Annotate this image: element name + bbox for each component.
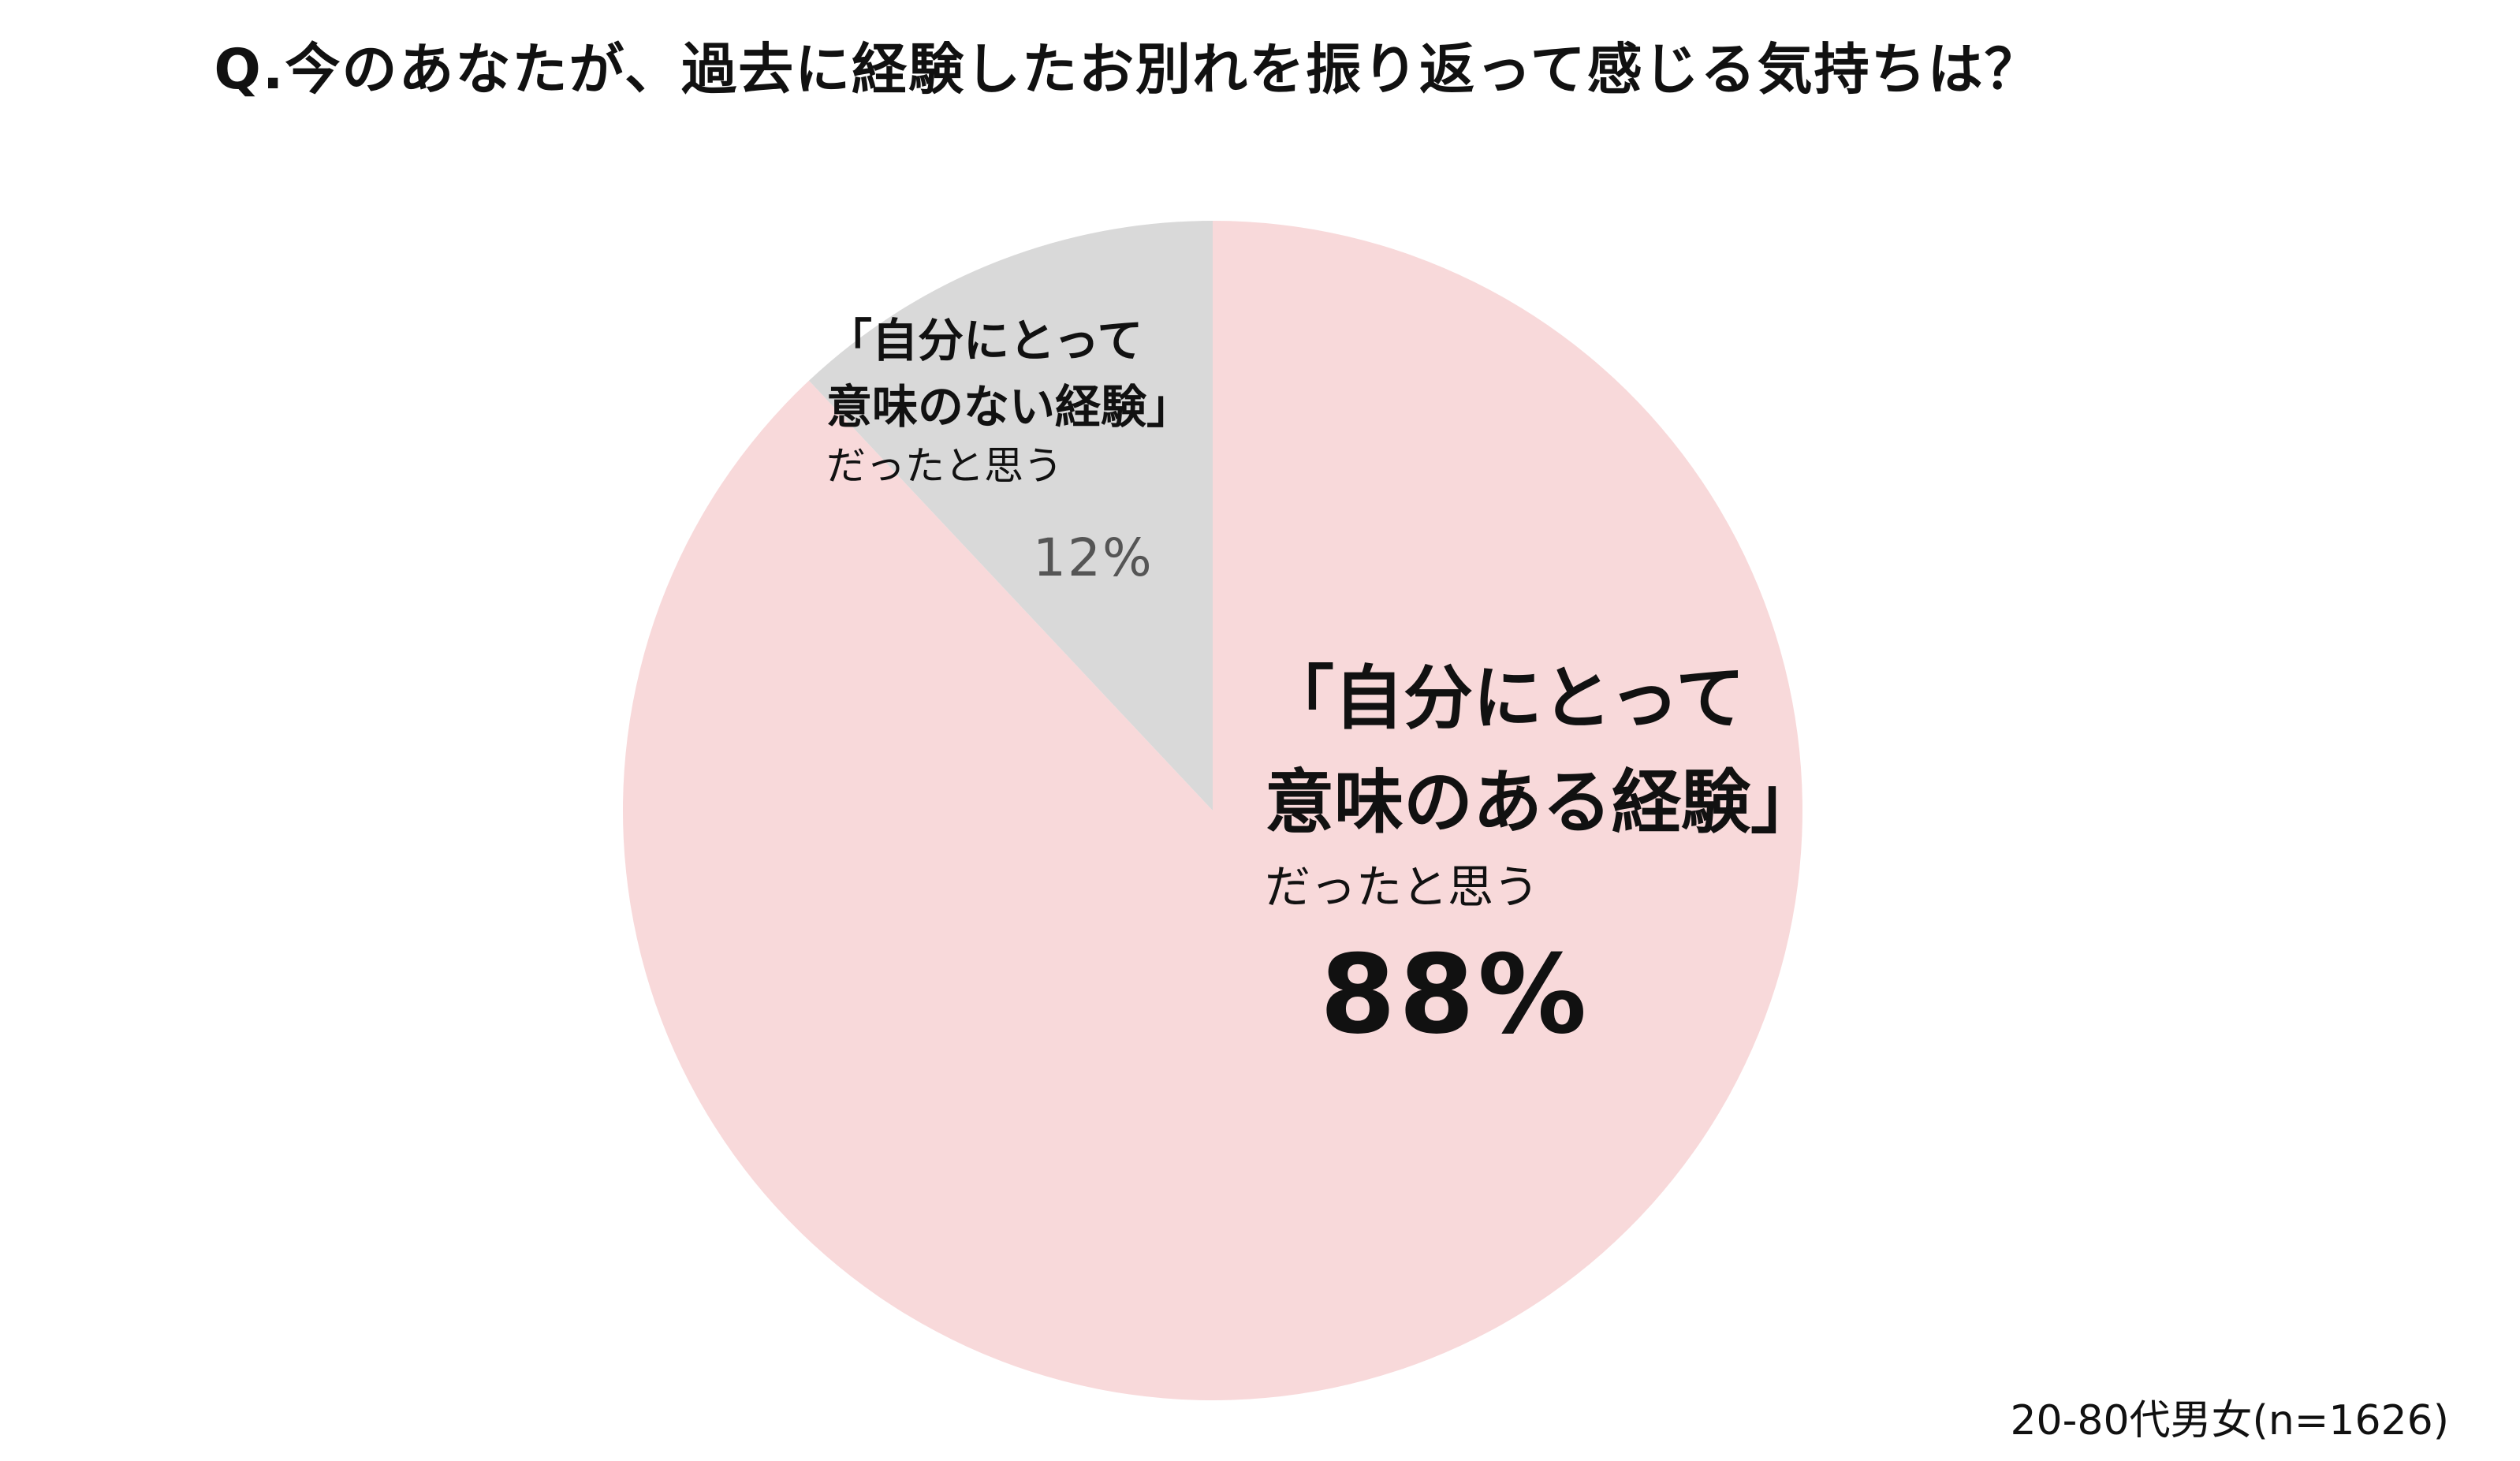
slice-label-meaningless-line3: だったと思う [826,443,1063,489]
slice-label-meaningful-line3: だったと思う [1265,860,1540,914]
slice-label-meaningful-line2: 意味のある経験」 [1265,762,1821,843]
pie-slice-meaningful [622,221,1802,1400]
sample-note: 20-80代男女(n=1626) [2010,1397,2449,1444]
slice-label-meaningful: 「自分にとって 意味のある経験」 だったと思う 88% [1265,647,1820,1066]
chart-title: Q.今のあなたが、過去に経験したお別れを振り返って感じる気持ちは？ [214,37,2041,102]
slice-value-meaningless: 12% [1033,527,1154,588]
slice-label-meaningful-line1: 「自分にとって [1265,658,1745,739]
slice-label-meaningless: 「自分にとって 意味のない経験」 だったと思う 12% [826,307,1192,598]
slice-label-meaningless-line1: 「自分にとって [826,314,1143,367]
slice-label-meaningless-line2: 意味のない経験」 [826,380,1193,434]
slice-value-meaningful: 88% [1320,931,1590,1058]
pie-slice-meaningless [808,221,1213,811]
